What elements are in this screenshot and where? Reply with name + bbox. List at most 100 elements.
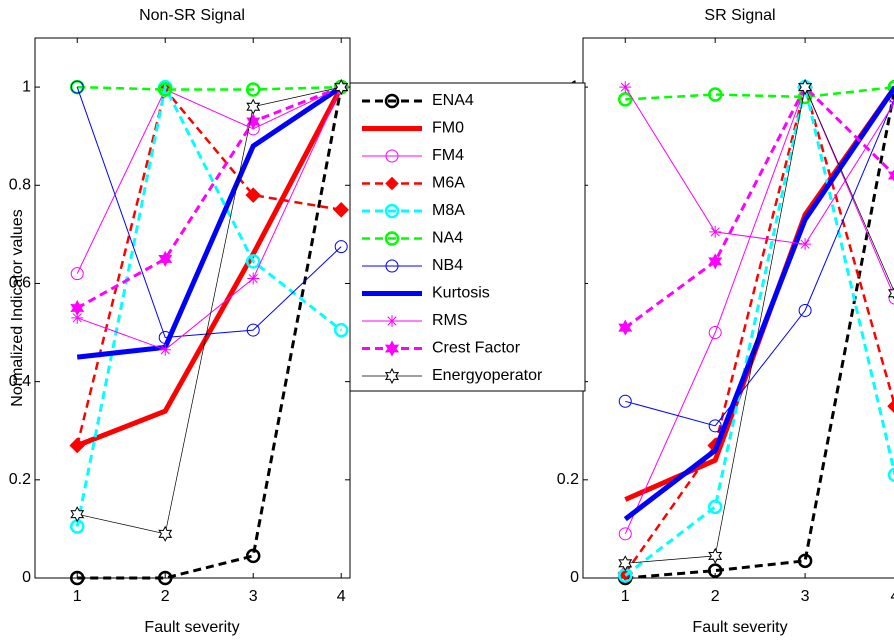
y-tick-label: 0.2 bbox=[557, 471, 579, 488]
legend-label: Crest Factor bbox=[432, 340, 521, 357]
marker bbox=[247, 272, 260, 285]
marker bbox=[707, 499, 723, 515]
legend-marker bbox=[384, 231, 400, 246]
marker bbox=[333, 202, 349, 218]
x-axis-label: Fault severity bbox=[144, 619, 239, 636]
legend-marker bbox=[385, 149, 399, 163]
legend-label: ENA4 bbox=[432, 92, 474, 109]
y-tick-label: 0.6 bbox=[9, 275, 31, 292]
y-tick-label: 0 bbox=[22, 569, 31, 586]
marker bbox=[887, 79, 894, 95]
legend-label: M8A bbox=[432, 202, 465, 219]
marker bbox=[619, 81, 632, 94]
marker bbox=[246, 113, 261, 130]
legend-label: M6A bbox=[432, 175, 465, 192]
series-line bbox=[76, 86, 342, 274]
marker bbox=[69, 437, 86, 454]
marker bbox=[245, 187, 261, 203]
marker bbox=[69, 570, 85, 586]
legend-marker-shape bbox=[384, 367, 400, 385]
x-tick-label: 1 bbox=[73, 588, 82, 605]
marker bbox=[798, 79, 813, 96]
marker bbox=[618, 555, 633, 572]
x-tick-label: 4 bbox=[891, 588, 894, 605]
legend-marker-shape bbox=[384, 340, 400, 357]
x-tick-label: 1 bbox=[621, 588, 630, 605]
x-tick-label: 2 bbox=[161, 588, 170, 605]
legend-marker bbox=[384, 203, 400, 219]
plot: Non-SR Signal Fault severity Normalized In… bbox=[9, 7, 351, 636]
legend-label: Kurtosis bbox=[432, 285, 490, 302]
y-tick-label: 0.4 bbox=[9, 373, 31, 390]
marker bbox=[618, 527, 632, 541]
marker bbox=[708, 326, 722, 340]
marker bbox=[618, 394, 632, 408]
legend-label: RMS bbox=[432, 312, 468, 329]
marker bbox=[888, 291, 894, 305]
legend-label: FM4 bbox=[432, 147, 464, 164]
figure-body: Non-SR Signal Fault severity Normalized In… bbox=[9, 7, 894, 636]
legend-label: FM0 bbox=[432, 120, 464, 137]
y-tick-label: 1 bbox=[22, 78, 31, 95]
marker bbox=[157, 570, 173, 586]
series-line bbox=[77, 86, 343, 580]
x-tick-label: 2 bbox=[711, 588, 720, 605]
series-line bbox=[75, 86, 342, 446]
series-line bbox=[77, 86, 342, 351]
y-tick-label: 0.8 bbox=[9, 176, 31, 193]
y-tick-label: 0 bbox=[570, 569, 579, 586]
marker bbox=[334, 240, 348, 254]
plot-frame bbox=[34, 37, 351, 579]
series-line bbox=[75, 82, 343, 527]
marker bbox=[707, 563, 723, 578]
marker bbox=[70, 267, 84, 281]
legend-marker-shape bbox=[386, 315, 398, 327]
legend-marker bbox=[384, 367, 400, 385]
marker bbox=[245, 548, 261, 564]
legend-marker bbox=[386, 315, 398, 327]
series-line bbox=[76, 86, 342, 339]
marker bbox=[887, 467, 894, 483]
marker bbox=[334, 79, 349, 96]
marker bbox=[245, 82, 261, 97]
legend-marker bbox=[384, 340, 400, 357]
series-line bbox=[77, 85, 342, 91]
marker bbox=[71, 311, 84, 324]
marker bbox=[798, 303, 812, 317]
legend-marker-shape bbox=[384, 231, 400, 246]
series-line bbox=[625, 85, 894, 101]
marker bbox=[799, 238, 812, 251]
marker bbox=[246, 323, 260, 337]
marker bbox=[708, 419, 722, 433]
legend: ENA4 FM0 FM4 M6A M8A NA4 NB4 Kurtosis RMS Crest F… bbox=[349, 82, 586, 392]
marker bbox=[246, 98, 261, 115]
x-tick-label: 3 bbox=[249, 588, 258, 605]
marker bbox=[70, 80, 84, 94]
marker bbox=[158, 250, 173, 267]
legend-marker-shape bbox=[384, 203, 400, 219]
series-line bbox=[625, 86, 894, 580]
legend-label: Energyoperator bbox=[432, 367, 543, 384]
series-line bbox=[76, 85, 342, 310]
marker bbox=[157, 82, 173, 97]
x-tick-label: 4 bbox=[337, 588, 346, 605]
marker bbox=[70, 506, 85, 523]
series-line bbox=[625, 85, 894, 564]
marker bbox=[158, 525, 173, 542]
marker bbox=[159, 343, 172, 356]
marker bbox=[708, 253, 723, 270]
legend-marker bbox=[384, 93, 400, 109]
series-line bbox=[624, 82, 894, 574]
series-line bbox=[623, 85, 894, 522]
legend-marker-shape bbox=[385, 259, 399, 273]
series-line bbox=[624, 84, 894, 329]
series-line bbox=[624, 86, 894, 577]
legend-box bbox=[349, 82, 586, 392]
series-line bbox=[624, 86, 894, 245]
marker bbox=[245, 254, 261, 269]
marker bbox=[887, 399, 894, 413]
marker bbox=[887, 169, 894, 182]
marker bbox=[618, 319, 633, 336]
